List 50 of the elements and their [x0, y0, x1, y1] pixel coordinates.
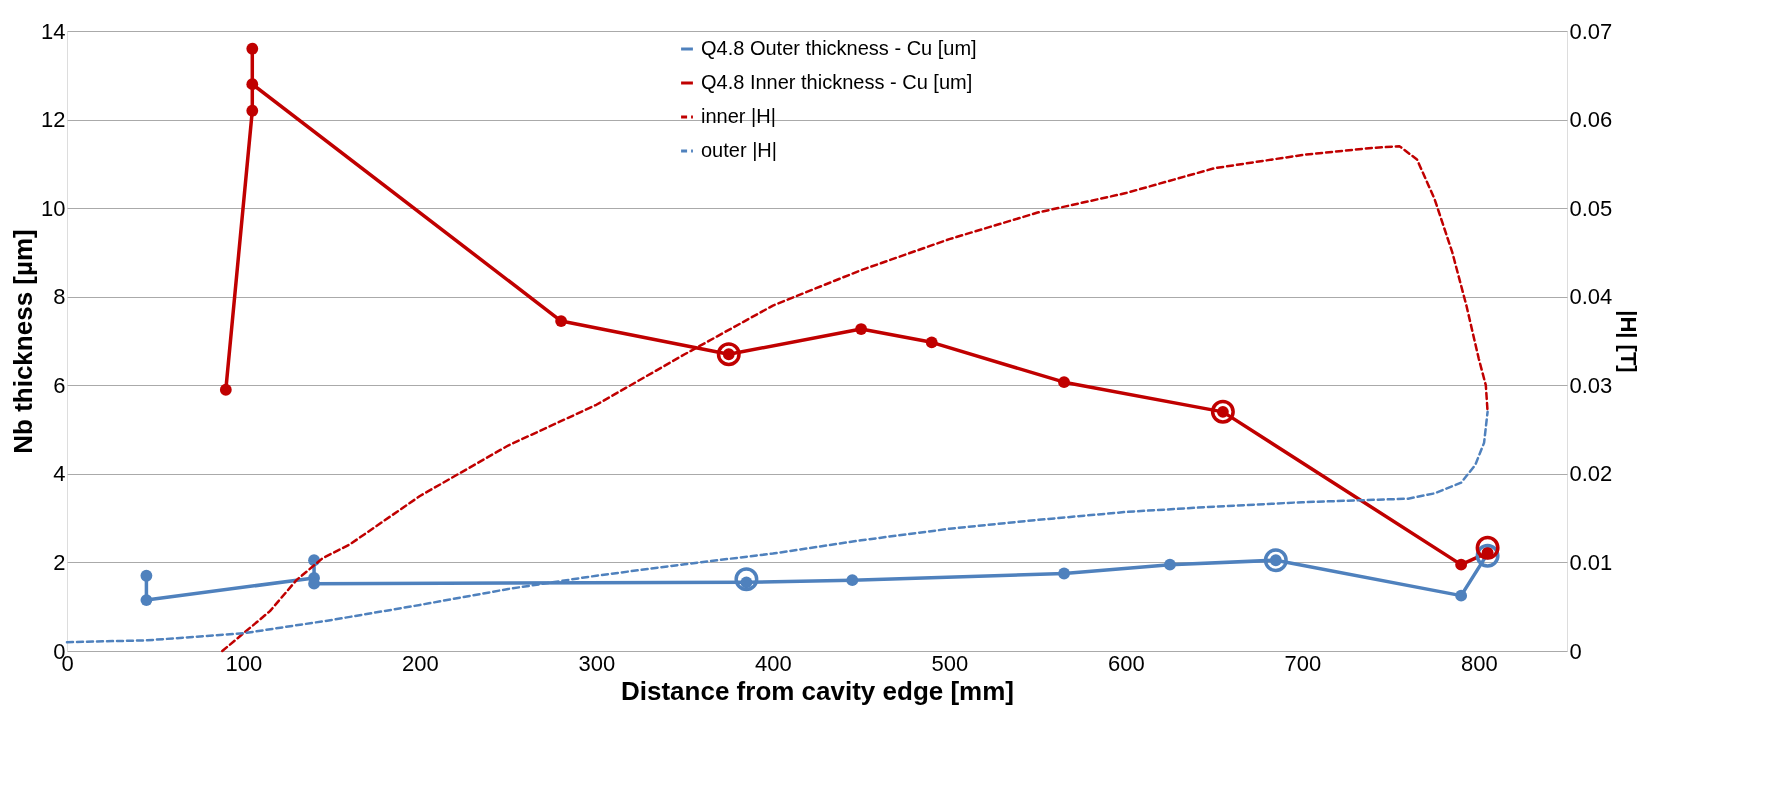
x-tick-label: 400: [755, 650, 792, 676]
line-series: [65, 410, 1489, 644]
y2-tick-label: 0.05: [1569, 195, 1613, 221]
point: [1475, 535, 1500, 560]
point: [246, 78, 259, 91]
point: [1455, 558, 1468, 571]
x-tick-label: 100: [225, 650, 263, 676]
point: [855, 323, 868, 335]
legend-label: Q4.8 Outer thickness - Cu [um]: [701, 37, 977, 59]
y-axis-title: Nb thickness [µm]: [8, 229, 39, 454]
y-tick-label: 2: [53, 549, 66, 575]
x-tick-label: 600: [1107, 650, 1145, 676]
x-tick-label: 800: [1460, 650, 1498, 676]
legend-label: Q4.8 Inner thickness - Cu [um]: [701, 71, 973, 93]
y2-tick-label: 0.03: [1569, 372, 1613, 398]
y-tick-label: 10: [41, 195, 66, 221]
point: [140, 594, 153, 606]
y2-axis-title: |H| [T]: [1616, 310, 1642, 373]
point: [1058, 567, 1070, 580]
point: [1164, 558, 1176, 571]
point: [1058, 376, 1070, 389]
y2-tick-label: 0.07: [1569, 18, 1613, 44]
y-tick-label: 12: [41, 107, 66, 133]
point: [716, 342, 741, 367]
point: [734, 567, 759, 592]
y2-tick-label: 0.01: [1569, 549, 1613, 575]
x-tick-label: 700: [1284, 650, 1322, 676]
x-tick-label: 500: [931, 650, 969, 676]
point: [246, 42, 259, 55]
y-tick-label: 8: [53, 284, 66, 310]
y-tick-label: 14: [41, 18, 66, 44]
point: [925, 336, 938, 349]
legend-label: outer |H|: [701, 139, 777, 161]
point: [219, 383, 232, 396]
y2-tick-label: 0.06: [1569, 107, 1613, 133]
y2-tick-label: 0.02: [1569, 461, 1613, 487]
y-tick-label: 4: [53, 461, 66, 487]
point: [1210, 399, 1235, 424]
x-tick-label: 300: [578, 650, 616, 676]
point: [246, 104, 259, 117]
x-tick-label: 200: [402, 650, 439, 676]
y-tick-label: 6: [53, 372, 66, 398]
point: [846, 574, 859, 587]
point: [1263, 548, 1288, 573]
legend-label: inner |H|: [701, 105, 776, 127]
x-axis-title: Distance from cavity edge [mm]: [620, 675, 1015, 706]
y2-tick-label: 0.04: [1569, 284, 1613, 310]
point: [140, 569, 153, 582]
point: [555, 315, 568, 327]
point: [1455, 589, 1468, 602]
